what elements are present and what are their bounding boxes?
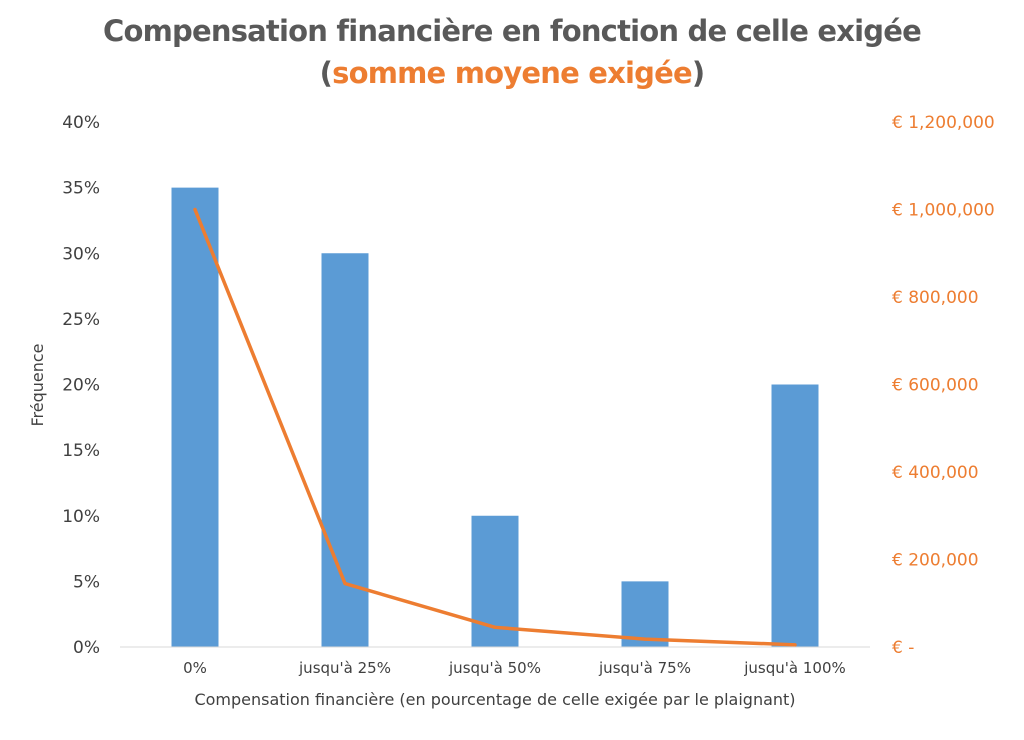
y-tick-label-2: 10% <box>62 507 100 527</box>
x-tick-label-3: jusqu'à 75% <box>598 659 691 677</box>
subtitle-open-paren: ( <box>319 56 333 90</box>
y2-tick-label-1: € 200,000 <box>892 551 979 571</box>
x-tick-label-4: jusqu'à 100% <box>743 659 845 677</box>
bar-2 <box>471 515 519 647</box>
y-axis-label: Fréquence <box>28 343 47 426</box>
subtitle-close-paren: ) <box>691 56 705 90</box>
y-tick-label-4: 20% <box>62 376 100 396</box>
y-tick-label-0: 0% <box>73 638 100 658</box>
y-tick-label-8: 40% <box>62 113 100 133</box>
subtitle-highlight: somme moyene exigée <box>332 56 693 90</box>
y-tick-label-6: 30% <box>62 244 100 264</box>
bar-3 <box>621 581 669 647</box>
line-series <box>193 207 797 647</box>
y-tick-label-5: 25% <box>62 310 100 330</box>
x-tick-label-1: jusqu'à 25% <box>298 659 391 677</box>
y2-tick-label-0: € - <box>892 638 914 658</box>
line-point-2 <box>493 625 497 629</box>
chart-title: Compensation financière en fonction de c… <box>103 14 922 48</box>
y-tick-label-3: 15% <box>62 441 100 461</box>
line-point-4 <box>793 643 797 647</box>
y-tick-label-7: 35% <box>62 179 100 199</box>
x-tick-label-2: jusqu'à 50% <box>448 659 541 677</box>
line-point-1 <box>343 582 347 586</box>
line-point-0 <box>193 208 197 211</box>
left-y-axis-ticks: 0% 5% 10% 15% 20% 25% 30% 35% 40% <box>62 113 100 658</box>
y2-tick-label-3: € 600,000 <box>892 376 979 396</box>
line-point-3 <box>643 637 647 641</box>
bar-0 <box>171 187 219 647</box>
y-tick-label-1: 5% <box>73 572 100 592</box>
chart-subtitle: (somme moyene exigée) <box>0 56 1024 90</box>
x-axis-label: Compensation financière (en pourcentage … <box>194 690 795 709</box>
right-y-axis-ticks: € - € 200,000 € 400,000 € 600,000 € 800,000 €… <box>892 113 995 658</box>
y2-tick-label-4: € 800,000 <box>892 288 979 308</box>
x-tick-label-0: 0% <box>183 659 207 677</box>
y2-tick-label-2: € 400,000 <box>892 463 979 483</box>
y2-tick-label-6: € 1,200,000 <box>892 113 995 133</box>
bar-series <box>171 187 819 647</box>
x-axis-ticks: 0% jusqu'à 25% jusqu'à 50% jusqu'à 75% jusqu… <box>183 659 846 677</box>
bar-4 <box>771 384 819 647</box>
y2-tick-label-5: € 1,000,000 <box>892 201 995 221</box>
